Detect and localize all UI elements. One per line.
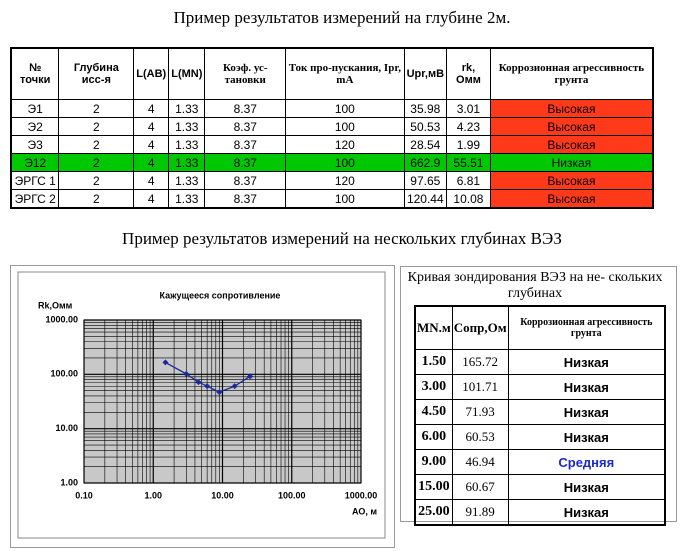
cell: 10.08 (446, 189, 491, 209)
cell: 1.33 (168, 153, 206, 172)
data-point (183, 370, 190, 377)
x-tick-label: 10.00 (211, 490, 234, 500)
row: ЭРГС 2 2 4 1.33 8.37 100 120.44 10.08 Высокая (10, 189, 654, 209)
header-cell: L(MN) (168, 47, 206, 100)
cell: 8.37 (204, 189, 287, 209)
header-row: MN.м Сопр,Ом Коррозионная агрессивность гр… (414, 305, 666, 350)
cell: 100 (285, 189, 405, 209)
data-point (247, 373, 254, 380)
y-tick-label: 1.00 (60, 477, 78, 487)
header-cell: Коэф. ус-тановки (204, 47, 287, 100)
cell: 15.00 (414, 474, 453, 500)
y-tick-label: 1000.00 (45, 314, 78, 324)
cell: Низкая (507, 399, 666, 425)
cell: Высокая (489, 189, 654, 209)
cell: 4 (133, 189, 170, 209)
row: 4.50 71.93 Низкая (414, 399, 666, 425)
title: Пример результатов измерений на глубине … (173, 8, 511, 27)
data-point (162, 359, 169, 366)
data-point (195, 379, 202, 386)
cell: 25.00 (414, 499, 453, 526)
cell: Низкая (507, 499, 666, 526)
cell: Низкая (507, 424, 666, 450)
data-point (231, 383, 238, 390)
y-axis-label: Rk,Омм (38, 300, 73, 310)
x-axis-label: АО, м (352, 506, 377, 516)
cell: 1.33 (168, 99, 206, 118)
row: 9.00 46.94 Средняя (414, 449, 666, 475)
cell: Средняя (507, 449, 666, 475)
cell: 91.89 (451, 499, 509, 526)
data-point (204, 383, 211, 390)
row: Э1 2 4 1.33 8.37 100 35.98 3.01 Высокая (10, 99, 654, 118)
cell: ЭРГС 1 (10, 171, 60, 190)
table-title: Кривая зондирования ВЭЗ на не- скольких … (407, 270, 663, 301)
cell: 8.37 (204, 99, 287, 118)
row: 6.00 60.53 Низкая (414, 424, 666, 450)
cell: 3.00 (414, 374, 453, 400)
data-point (216, 389, 223, 396)
cell: Высокая (489, 171, 654, 190)
cell: 1.50 (414, 349, 453, 375)
cell: 4.50 (414, 399, 453, 425)
cell: 101.71 (451, 374, 509, 400)
cell: Высокая (489, 135, 654, 154)
cell: 6.00 (414, 424, 453, 450)
row: 3.00 101.71 Низкая (414, 374, 666, 400)
cell: Низкая (507, 349, 666, 375)
cell: 1.33 (168, 189, 206, 209)
header-cell: Upr,мВ (403, 47, 448, 100)
chart-panel (10, 265, 395, 548)
cell: 71.93 (451, 399, 509, 425)
x-tick-label: 1000.00 (345, 490, 378, 500)
cell: 9.00 (414, 449, 453, 475)
cell: Низкая (489, 153, 654, 172)
table: MN.м Сопр,Ом Коррозионная агрессивность гр… (414, 305, 666, 526)
cell: Низкая (507, 474, 666, 500)
cell: 1.99 (446, 135, 491, 154)
cell: 60.67 (451, 474, 509, 500)
cell: Э1 (10, 99, 60, 118)
cell: Э3 (10, 135, 60, 154)
y-tick-label: 10.00 (55, 423, 78, 433)
x-tick-label: 100.00 (278, 490, 306, 500)
y-tick-label: 100.00 (50, 369, 78, 379)
chart-frame (17, 271, 386, 539)
row: 25.00 91.89 Низкая (414, 499, 666, 526)
cell: Высокая (489, 99, 654, 118)
chart-title: Кажущееся сопротивление (160, 290, 281, 300)
header-cell: № точки (10, 47, 60, 100)
row: 1.50 165.72 Низкая (414, 349, 666, 375)
cell: Низкая (507, 374, 666, 400)
header-cell: Сопр,Ом (451, 305, 509, 350)
x-tick-label: 0.10 (75, 490, 93, 500)
x-tick-label: 1.00 (144, 490, 162, 500)
header-cell: MN.м (414, 305, 453, 350)
header-cell: L(AB) (133, 47, 170, 100)
cell: 1.33 (168, 171, 206, 190)
cell: 97.65 (403, 171, 448, 190)
cell: 165.72 (451, 349, 509, 375)
table: № точки Глубина исс-я L(AB) L(MN) Коэф. ус-т… (10, 47, 654, 209)
cell: 120.44 (403, 189, 448, 209)
cell: 60.53 (451, 424, 509, 450)
cell: 1.33 (168, 135, 206, 154)
cell: ЭРГС 2 (10, 189, 60, 209)
title: Пример результатов измерений на нескольк… (122, 229, 562, 248)
header-cell: Коррозионная агрессивность грунта (507, 305, 666, 350)
row: 15.00 60.67 Низкая (414, 474, 666, 500)
cell: 46.94 (451, 449, 509, 475)
cell: 2 (58, 189, 135, 209)
cell: 662.9 (403, 153, 448, 172)
row: ЭРГС 1 2 4 1.33 8.37 120 97.65 6.81 Высокая (10, 171, 654, 190)
